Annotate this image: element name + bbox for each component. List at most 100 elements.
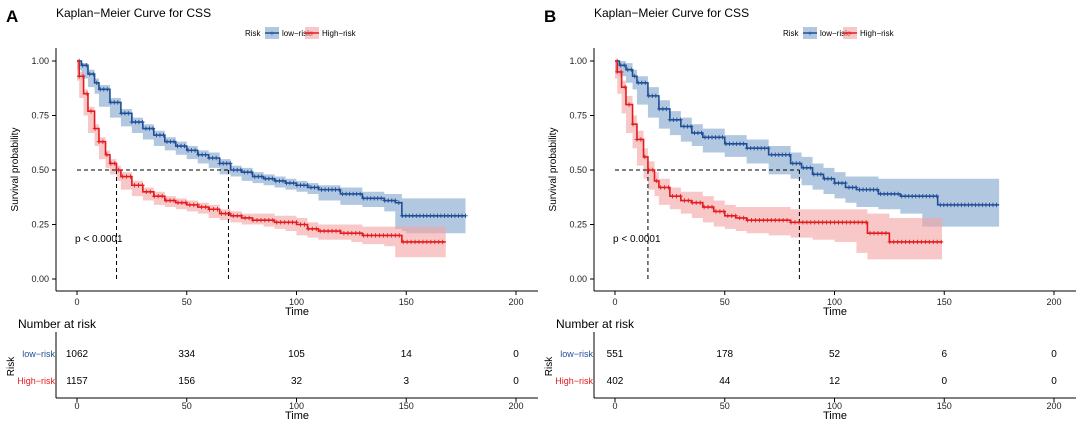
censor-mark xyxy=(306,226,311,232)
risk-count: 6 xyxy=(941,349,947,360)
median-lines xyxy=(77,169,229,279)
censor-mark xyxy=(895,239,900,245)
censor-mark xyxy=(717,209,723,214)
censor-mark xyxy=(643,80,648,85)
censor-mark xyxy=(630,122,636,127)
censor-mark xyxy=(720,135,725,140)
censor-mark xyxy=(883,231,889,236)
censor-mark xyxy=(92,126,98,131)
censor-mark xyxy=(238,167,243,173)
censor-mark xyxy=(274,220,279,225)
y-tick-label: 1.00 xyxy=(31,56,49,66)
censor-mark xyxy=(903,239,908,245)
risk-table-x-label: Time xyxy=(823,410,847,421)
censor-marks-0 xyxy=(614,58,999,208)
x-tick-label: 100 xyxy=(289,297,304,307)
y-axis-label: Survival probability xyxy=(548,128,559,212)
risk-table-x-tick-label: 50 xyxy=(182,401,192,411)
censor-mark xyxy=(638,137,644,142)
censor-mark xyxy=(314,226,319,232)
censor-mark xyxy=(182,143,187,149)
risk-row-label-1: High−risk xyxy=(555,376,593,386)
y-tick-label: 0.50 xyxy=(31,165,49,175)
risk-table-x-tick-label: 0 xyxy=(612,401,617,411)
censor-mark xyxy=(867,231,873,236)
censor-mark xyxy=(126,111,131,116)
y-tick-label: 1.00 xyxy=(569,56,587,66)
censor-mark xyxy=(96,139,102,144)
risk-count: 32 xyxy=(291,376,303,387)
y-tick-label: 0.25 xyxy=(31,220,49,230)
censor-mark xyxy=(840,220,845,225)
censor-mark xyxy=(859,220,865,225)
censor-mark xyxy=(935,239,940,245)
censor-mark xyxy=(737,215,742,221)
censor-mark xyxy=(863,220,869,225)
risk-count: 0 xyxy=(1051,376,1057,387)
risk-table-x-tick-label: 50 xyxy=(720,401,730,411)
risk-table-title: Number at risk xyxy=(18,317,97,331)
risk-table-x-tick-label: 150 xyxy=(399,401,414,411)
censor-mark xyxy=(84,91,90,96)
censor-mark xyxy=(250,217,256,223)
censor-mark xyxy=(94,80,99,85)
censor-mark xyxy=(108,161,114,166)
risk-row-label-1: High−risk xyxy=(17,376,55,386)
censor-mark xyxy=(144,189,149,194)
censor-mark xyxy=(305,183,310,188)
censor-mark xyxy=(400,239,406,245)
censor-mark xyxy=(152,193,157,199)
censor-mark xyxy=(84,63,89,68)
censor-mark xyxy=(874,187,880,192)
risk-table: Number at risk 0 50 100 150 200 Time Risk low−ri… xyxy=(544,317,1076,421)
censor-mark xyxy=(931,239,936,245)
censor-mark xyxy=(369,233,374,238)
censor-mark xyxy=(662,185,667,190)
censor-mark xyxy=(650,167,655,173)
censor-mark xyxy=(816,220,821,225)
censor-mark xyxy=(365,233,370,238)
censor-mark xyxy=(705,204,711,210)
risk-count: 551 xyxy=(607,349,624,360)
censor-mark xyxy=(792,220,798,225)
censor-mark xyxy=(741,215,746,221)
censor-mark xyxy=(895,191,901,197)
risk-count: 0 xyxy=(513,349,519,360)
censor-mark xyxy=(150,126,156,131)
censor-mark xyxy=(463,213,468,218)
panel-label: A xyxy=(6,7,18,26)
censor-mark xyxy=(258,217,264,223)
censor-mark xyxy=(646,167,652,173)
censor-mark xyxy=(291,180,296,186)
censor-mark xyxy=(670,193,675,199)
censor-mark xyxy=(159,193,165,199)
censor-mark xyxy=(100,139,106,144)
censor-mark xyxy=(337,228,343,234)
censor-mark xyxy=(199,204,204,210)
censor-mark xyxy=(891,239,896,245)
censor-mark xyxy=(741,141,746,147)
censor-mark xyxy=(294,220,299,225)
censor-mark xyxy=(852,220,857,225)
censor-mark xyxy=(140,183,145,188)
censor-mark xyxy=(622,63,627,68)
legend: Risk + low−risk+ High−risk xyxy=(245,27,357,39)
censor-mark xyxy=(440,239,445,245)
censor-mark xyxy=(787,152,792,157)
censor-mark xyxy=(235,213,240,218)
censor-mark xyxy=(927,239,932,245)
censor-mark xyxy=(796,220,802,225)
confidence-band-1 xyxy=(77,61,446,258)
censor-mark xyxy=(818,172,824,177)
censor-mark xyxy=(105,87,110,92)
censor-mark xyxy=(128,174,133,179)
risk-count: 52 xyxy=(829,349,841,360)
x-tick-label: 200 xyxy=(1046,297,1061,307)
censor-mark xyxy=(140,119,145,125)
censor-mark xyxy=(682,198,687,203)
censor-mark xyxy=(270,176,275,181)
legend-title: Risk xyxy=(245,29,262,38)
censor-mark xyxy=(808,220,813,225)
censor-mark xyxy=(112,161,117,166)
x-tick-label: 150 xyxy=(937,297,952,307)
